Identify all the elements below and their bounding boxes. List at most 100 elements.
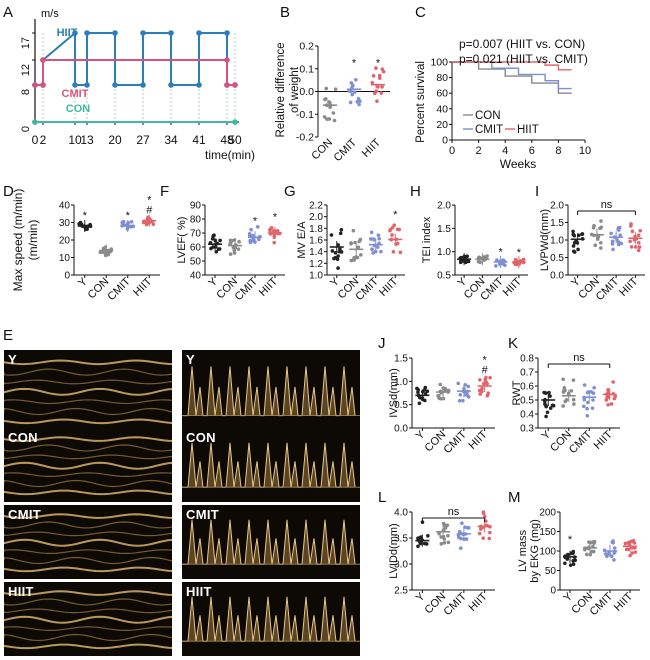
significance-mark: *: [568, 534, 573, 546]
data-point: [32, 119, 38, 125]
echo-doppler-con: CON: [182, 428, 360, 502]
data-point: [461, 398, 465, 403]
tick-label-y: 1.4: [309, 247, 323, 258]
data-point: [561, 377, 565, 382]
tick-label-y: 10: [59, 253, 71, 264]
data-point: [480, 386, 484, 391]
panel-letter-l: L: [378, 489, 386, 506]
data-point: [636, 241, 641, 245]
data-point: [351, 83, 355, 88]
annotation-pvalue: p=0.007 (HIIT vs. CON): [459, 37, 585, 51]
data-point: [338, 231, 343, 236]
tick-label-y: 80: [436, 72, 448, 84]
tick-label-y: 1.0: [437, 247, 451, 258]
tick-label-y: 0.8: [520, 354, 534, 365]
tick-label-x: 0: [32, 133, 39, 147]
data-point: [466, 395, 471, 399]
data-point: [375, 99, 379, 103]
data-point: [423, 398, 427, 403]
data-point: [563, 561, 567, 566]
data-point: [84, 82, 90, 88]
mmode-band: [4, 521, 172, 529]
data-point: [630, 551, 635, 555]
data-point: [255, 225, 260, 229]
data-point: [465, 254, 469, 259]
data-point: [120, 220, 125, 225]
tick-label-y: 0.0: [394, 424, 408, 435]
mmode-band: [4, 399, 172, 405]
data-point: [373, 249, 378, 254]
tick-label-y: 1.6: [309, 236, 323, 247]
tick-label-y: 3.0: [394, 560, 408, 571]
data-point: [487, 536, 492, 541]
data-point: [561, 404, 565, 408]
mmode-band: [4, 549, 172, 555]
axis-label-y: IVSd(mm): [388, 368, 400, 418]
tick-label-x: HIIT: [131, 275, 154, 298]
tick-label-y: 2.0: [550, 201, 564, 212]
doppler-trace: [182, 442, 360, 488]
data-point: [477, 531, 482, 536]
data-point: [613, 394, 618, 399]
data-point: [106, 252, 110, 257]
data-point: [168, 30, 174, 36]
legend-label-con: CON: [475, 110, 501, 122]
data-point: [352, 90, 357, 94]
tick-label-x: Y: [206, 275, 220, 289]
tick-label-x: HIIT: [257, 275, 280, 298]
doppler-trace: [182, 519, 360, 565]
data-point: [375, 245, 380, 249]
legend-cmit: CMIT: [62, 88, 89, 100]
tick-label-x: 6: [529, 145, 535, 157]
data-point: [356, 96, 361, 101]
significance-mark: *: [83, 210, 88, 222]
tick-label-x: HIIT: [360, 136, 383, 159]
data-point: [548, 406, 553, 410]
tick-label-x: 4: [502, 145, 508, 157]
data-point: [611, 380, 615, 384]
data-point: [592, 385, 596, 390]
tick-label-x: Y: [540, 428, 554, 442]
data-point: [140, 82, 146, 88]
tick-label-y: 40: [436, 103, 448, 115]
data-point: [249, 227, 253, 232]
data-point: [332, 118, 337, 123]
axis-label-y: RWT: [511, 380, 523, 405]
data-point: [576, 247, 580, 252]
survival-curve-cmit: [452, 61, 572, 90]
mmode-band: [4, 472, 172, 478]
data-point: [548, 394, 552, 398]
data-point: [599, 246, 603, 250]
significance-mark: *: [393, 209, 398, 221]
tick-label-x: 13: [80, 133, 94, 147]
tick-label-x: 10: [68, 133, 82, 147]
data-point: [456, 381, 461, 386]
tick-label-y: 90: [190, 201, 202, 212]
data-point: [571, 562, 576, 566]
data-point: [349, 241, 353, 246]
data-point: [598, 240, 603, 245]
data-point: [112, 30, 118, 36]
tick-label-y: 17: [20, 37, 32, 49]
data-point: [582, 383, 587, 387]
echo-label: CMIT: [8, 507, 41, 522]
mmode-band: [4, 608, 172, 614]
mmode-band: [4, 626, 172, 632]
data-point: [616, 242, 621, 247]
data-point: [268, 227, 273, 231]
mmode-trace: [4, 436, 172, 496]
data-point: [571, 397, 576, 402]
data-point: [375, 84, 380, 89]
echo-label: CON: [186, 430, 216, 445]
tick-label-y: 150: [539, 527, 556, 538]
mmode-band: [4, 643, 172, 650]
data-point: [129, 219, 134, 224]
data-point: [460, 521, 464, 525]
data-point: [370, 247, 374, 252]
data-point: [237, 239, 241, 244]
data-point: [466, 259, 471, 264]
data-point: [591, 225, 596, 230]
data-point: [545, 410, 550, 415]
data-point: [481, 511, 486, 516]
data-point: [436, 393, 440, 398]
